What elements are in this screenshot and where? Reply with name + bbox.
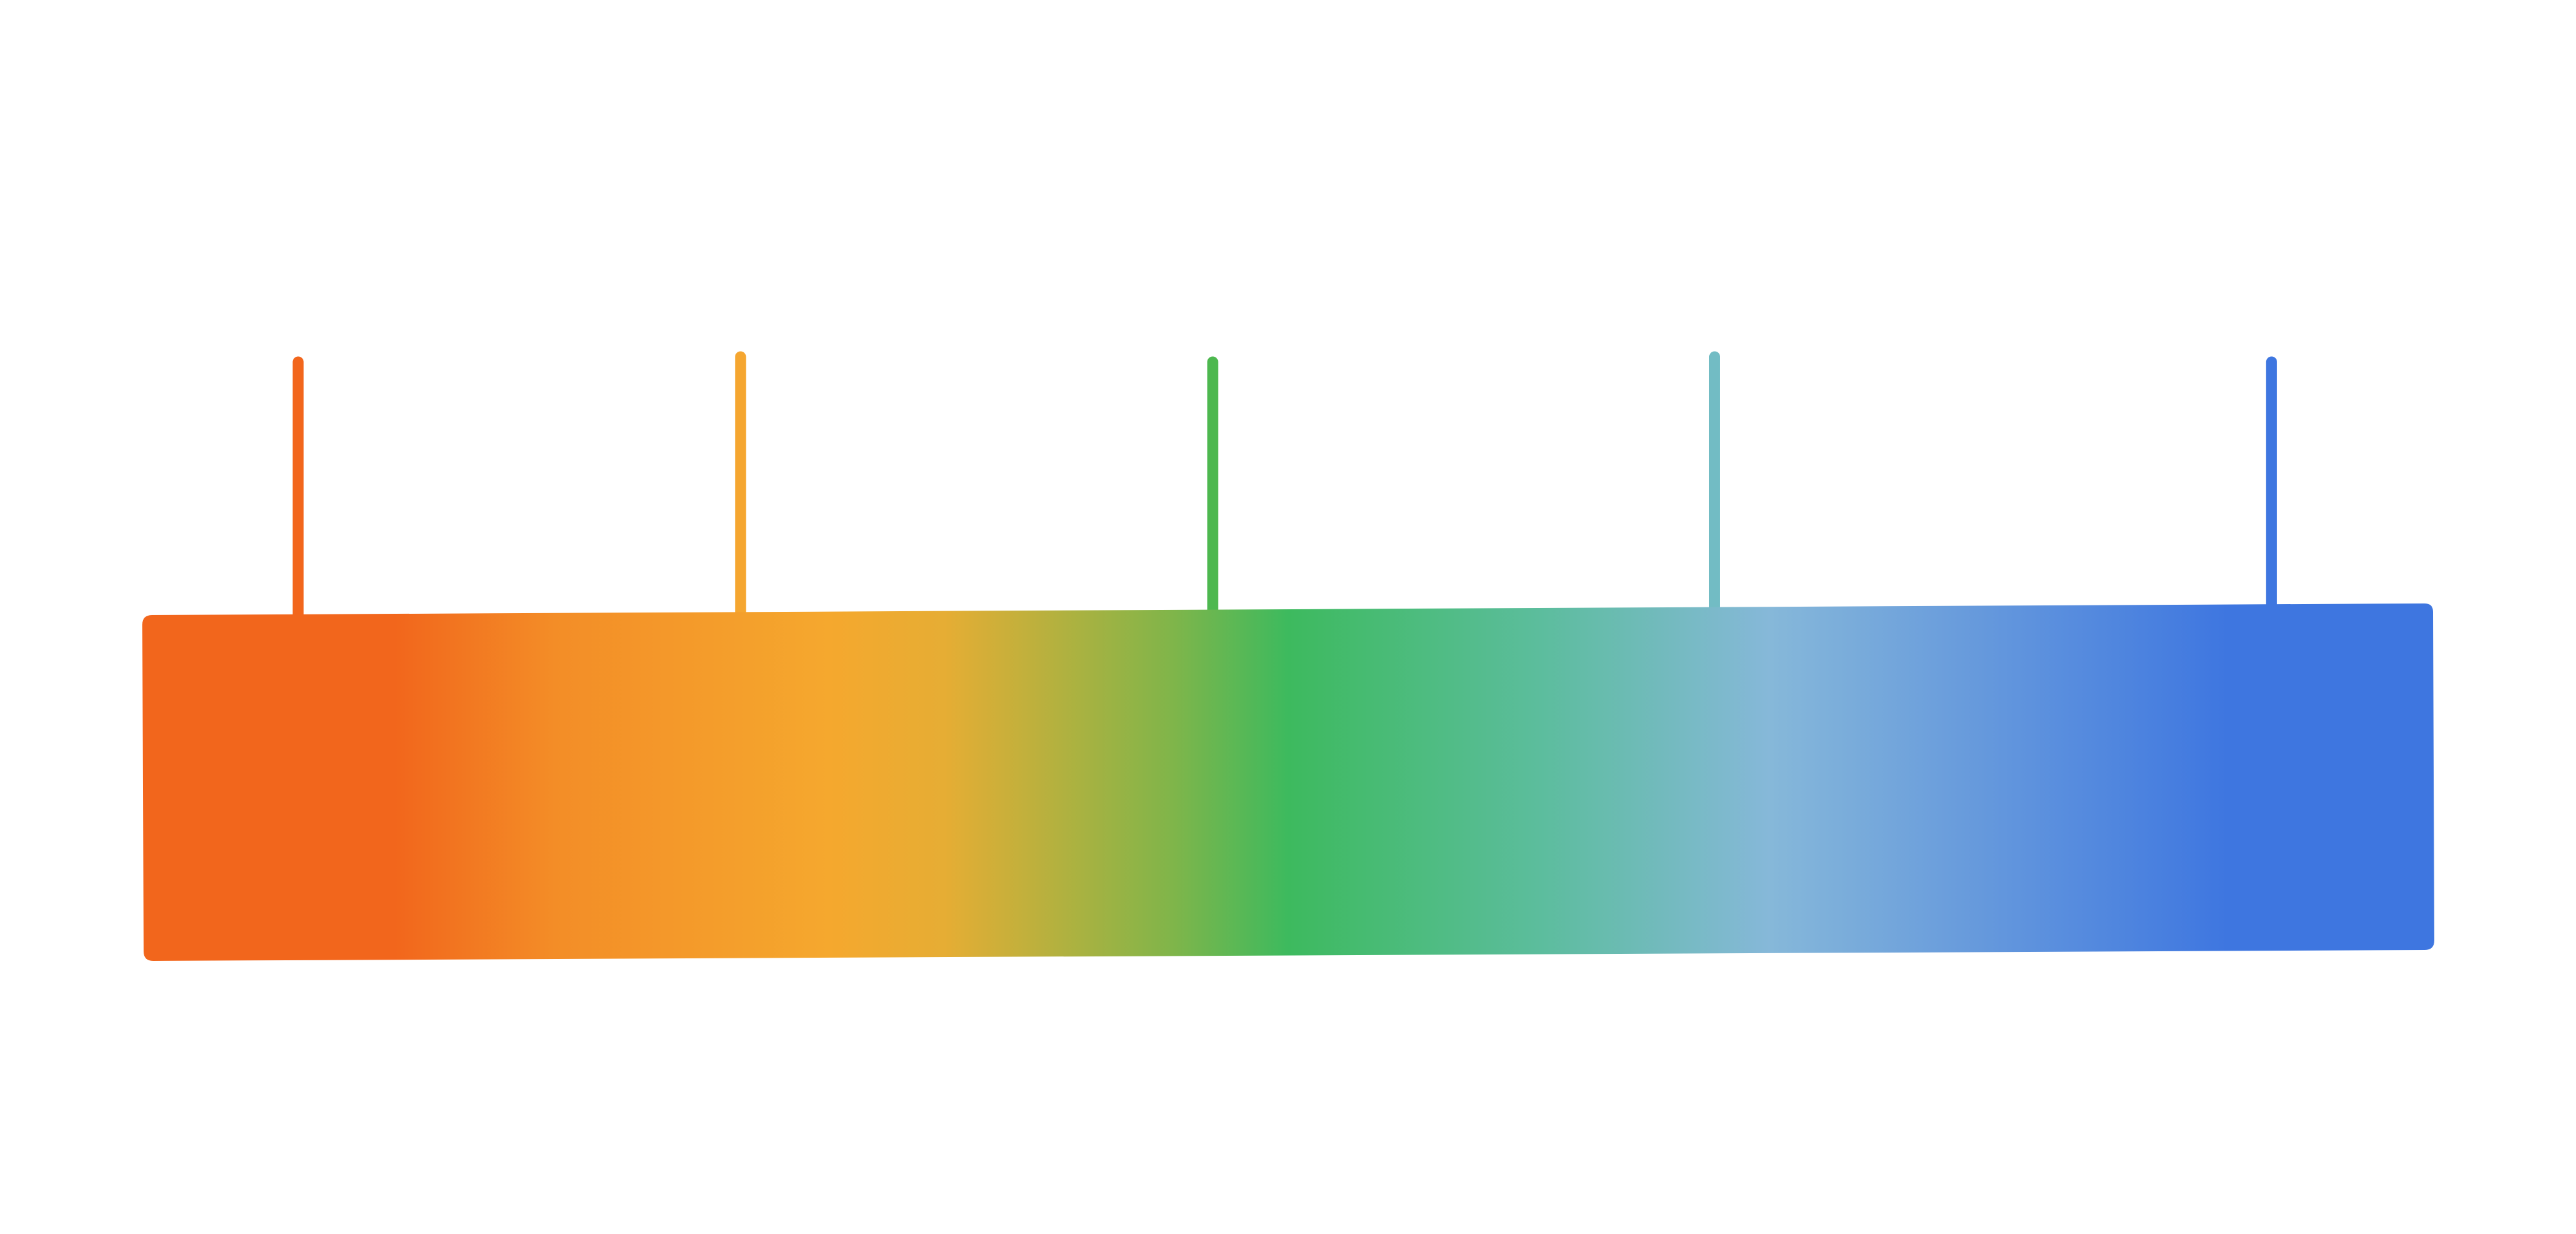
gradient-bar xyxy=(142,603,2434,961)
tick-markers xyxy=(292,351,2277,640)
